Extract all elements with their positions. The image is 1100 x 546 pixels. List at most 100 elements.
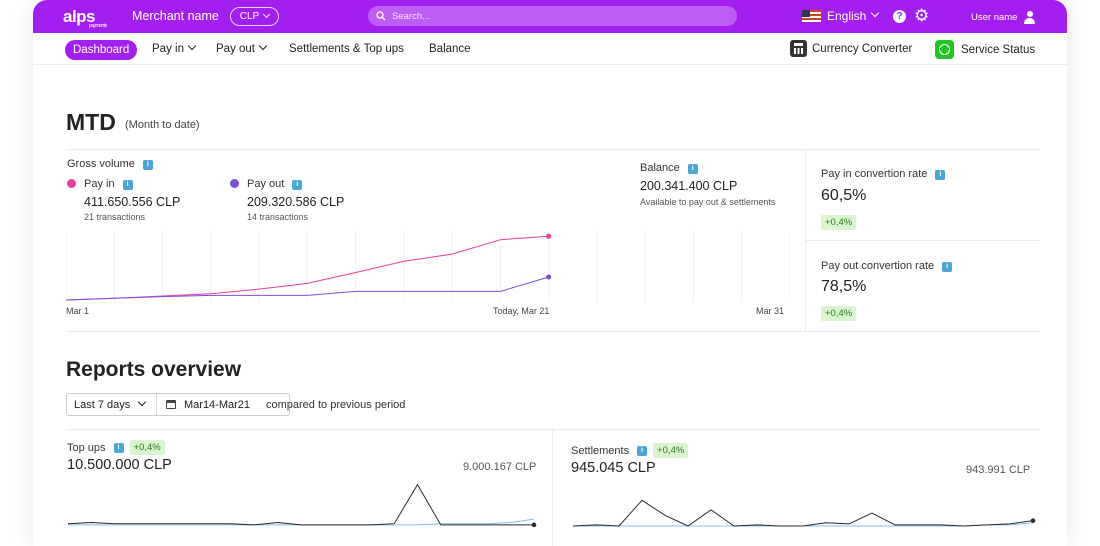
payout-rate-text: Pay out convertion rate (821, 260, 935, 272)
settlements-chart (572, 499, 1036, 527)
top-bar: alps payments Merchant name CLP Search..… (33, 0, 1067, 33)
x-axis-start-label: Mar 1 (66, 306, 90, 316)
gross-volume-text: Gross volume (67, 158, 135, 170)
topups-label: Top ups (67, 441, 106, 454)
current-period-line (67, 483, 534, 526)
calculator-icon (790, 40, 807, 57)
payin-rate-value: 60,5% (821, 187, 867, 204)
sub-navigation: Dashboard Pay in Pay out Settlements & T… (33, 33, 1067, 65)
us-flag-icon (802, 10, 821, 22)
topups-header: Top ups i +0,4% (67, 440, 165, 455)
info-icon[interactable]: i (942, 262, 953, 272)
pay-in-legend: Pay in i (67, 178, 133, 190)
info-icon[interactable]: i (687, 164, 698, 174)
nav-dashboard[interactable]: Dashboard (65, 40, 138, 60)
currency-select[interactable]: CLP (230, 7, 279, 26)
chevron-down-icon (258, 41, 268, 51)
balance-text: Balance (640, 162, 680, 174)
help-icon[interactable]: ? (893, 10, 906, 23)
date-range-select[interactable]: Mar14-Mar21 (157, 399, 250, 411)
pay-out-legend: Pay out i (230, 178, 303, 190)
current-period-line (572, 499, 1034, 527)
currency-converter-label: Currency Converter (812, 42, 913, 55)
service-status-button[interactable]: Service Status (935, 40, 1035, 59)
pay-in-dot (67, 179, 76, 188)
pay-in-transactions: 21 transactions (84, 212, 146, 222)
payout-rate-change-badge: +0,4% (821, 306, 857, 321)
x-axis-today-label: Today, Mar 21 (493, 306, 550, 316)
logo[interactable]: alps payments (63, 7, 107, 29)
date-range-label: Mar14-Mar21 (184, 398, 251, 411)
settlements-value: 945.045 CLP (571, 460, 656, 476)
search-placeholder: Search... (392, 10, 431, 22)
balance-amount: 200.341.400 CLP (640, 179, 738, 193)
logo-subtext: payments (89, 23, 107, 29)
series-line-pay-out (66, 276, 549, 301)
pay-out-dot (230, 179, 239, 188)
divider (805, 240, 1040, 241)
balance-label: Balance i (640, 162, 698, 174)
payin-rate-text: Pay in convertion rate (821, 168, 928, 180)
period-select[interactable]: Last 7 days (67, 394, 157, 415)
gross-volume-label: Gross volume i (67, 158, 153, 170)
logo-text: alps (63, 7, 96, 26)
merchant-name[interactable]: Merchant name (132, 9, 219, 23)
series-end-point (1030, 518, 1036, 523)
nav-pay-out-label: Pay out (216, 43, 255, 55)
language-select[interactable]: English (802, 8, 880, 23)
search-input[interactable]: Search... (368, 6, 737, 26)
payout-rate-label: Pay out convertion rate i (821, 260, 953, 272)
info-icon[interactable]: i (113, 442, 124, 453)
language-label: English (827, 9, 867, 23)
nav-pay-out[interactable]: Pay out (216, 41, 268, 55)
info-icon[interactable]: i (292, 180, 303, 190)
pay-out-label: Pay out (247, 178, 285, 190)
nav-settlements[interactable]: Settlements & Top ups (289, 43, 404, 55)
pay-in-label: Pay in (84, 178, 115, 190)
chevron-down-icon (263, 10, 271, 19)
reports-title: Reports overview (66, 358, 242, 381)
gear-icon[interactable]: ⚙ (914, 6, 930, 25)
user-menu[interactable]: User name (971, 11, 1036, 24)
info-icon[interactable]: i (142, 160, 153, 170)
payin-rate-change-badge: +0,4% (821, 215, 857, 230)
search-icon (376, 11, 386, 21)
divider (66, 429, 1040, 430)
status-icon (935, 40, 954, 59)
topups-previous: 9.000.167 CLP (463, 461, 537, 473)
settlements-previous: 943.991 CLP (966, 464, 1031, 476)
period-label: Last 7 days (74, 398, 131, 411)
info-icon[interactable]: i (122, 180, 133, 190)
settlements-label: Settlements (571, 444, 630, 457)
divider (66, 331, 1040, 332)
chevron-down-icon (871, 8, 880, 18)
pay-out-amount: 209.320.586 CLP (247, 195, 345, 209)
topups-chart (67, 483, 537, 528)
pay-out-transactions: 14 transactions (247, 212, 309, 222)
currency-converter-button[interactable]: Currency Converter (790, 40, 912, 57)
pay-in-amount: 411.650.556 CLP (84, 195, 181, 209)
series-end-point (546, 233, 552, 239)
balance-note: Available to pay out & settlements (640, 197, 776, 207)
topups-change-badge: +0,4% (129, 440, 165, 455)
mtd-title: MTD (66, 109, 116, 135)
info-icon[interactable]: i (637, 445, 648, 456)
chevron-down-icon (187, 41, 197, 51)
payout-rate-value: 78,5% (821, 278, 867, 295)
series-end-point (531, 522, 537, 528)
info-icon[interactable]: i (935, 170, 946, 180)
divider (552, 430, 553, 546)
user-name: User name (971, 12, 1018, 23)
x-axis-end-label: Mar 31 (756, 306, 785, 316)
nav-pay-in-label: Pay in (152, 43, 184, 55)
divider (66, 149, 1040, 150)
period-selector[interactable]: Last 7 days Mar14-Mar21 (66, 393, 290, 416)
calendar-icon (166, 400, 176, 409)
currency-label: CLP (239, 11, 260, 22)
nav-pay-in[interactable]: Pay in (152, 41, 197, 55)
settlements-change-badge: +0,4% (653, 443, 689, 458)
series-end-point (546, 274, 552, 280)
nav-balance[interactable]: Balance (429, 43, 471, 55)
app-window: alps payments Merchant name CLP Search..… (33, 0, 1067, 546)
user-icon (1023, 11, 1036, 24)
